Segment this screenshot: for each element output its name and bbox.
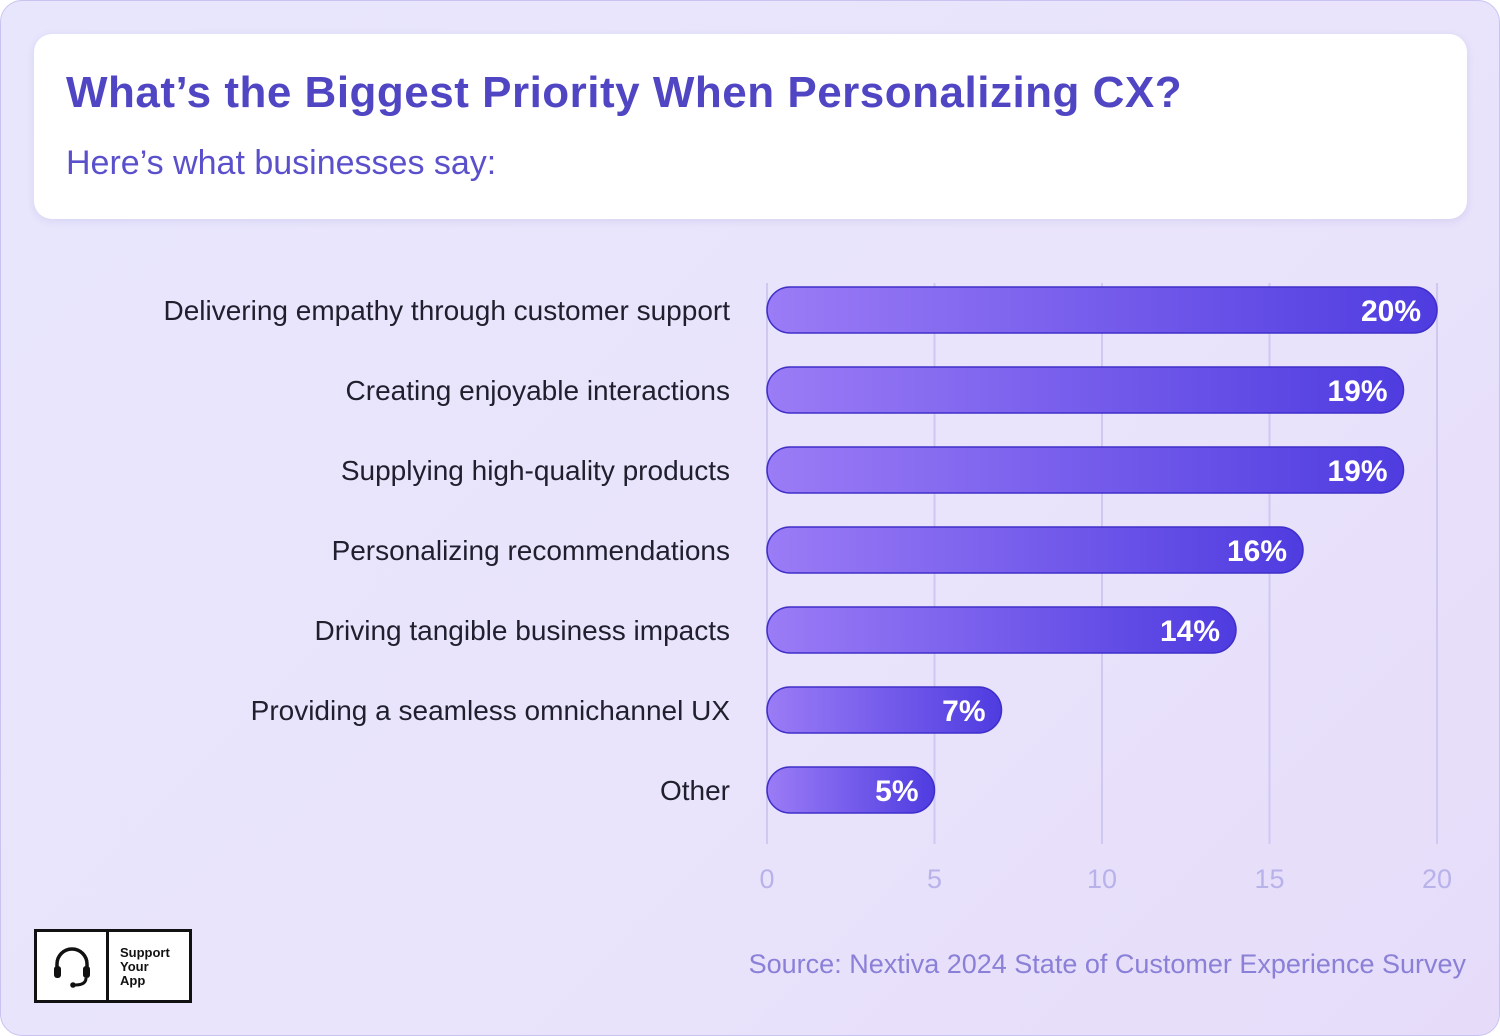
bar	[766, 526, 1304, 574]
logo-line-2: Your	[120, 959, 149, 974]
x-tick-label: 15	[1254, 864, 1284, 894]
bar-value-label: 5%	[875, 775, 918, 808]
logo-text: Support Your App	[109, 932, 170, 1000]
x-tick-label: 10	[1087, 864, 1117, 894]
bar	[766, 686, 1003, 734]
category-label: Other	[660, 775, 730, 806]
category-label: Supplying high-quality products	[341, 455, 730, 486]
bar-value-label: 14%	[1160, 615, 1220, 648]
bar	[766, 366, 1405, 414]
support-your-app-logo: Support Your App	[34, 929, 192, 1003]
headset-icon	[37, 932, 109, 1000]
x-tick-label: 5	[927, 864, 942, 894]
bars: 20% Delivering empathy through customer s…	[163, 286, 1438, 814]
bar	[766, 286, 1438, 334]
category-label: Creating enjoyable interactions	[346, 375, 730, 406]
source-note: Source: Nextiva 2024 State of Customer E…	[748, 949, 1466, 979]
logo-line-3: App	[120, 973, 146, 988]
bar	[766, 446, 1405, 494]
category-label: Providing a seamless omnichannel UX	[251, 695, 731, 726]
category-label: Personalizing recommendations	[332, 535, 730, 566]
bar-value-label: 16%	[1227, 535, 1287, 568]
bar-value-label: 19%	[1327, 455, 1387, 488]
category-label: Driving tangible business impacts	[314, 615, 730, 646]
chart-title: What’s the Biggest Priority When Persona…	[66, 68, 1183, 117]
chart-subtitle: Here’s what businesses say:	[66, 144, 497, 182]
bar-value-label: 20%	[1361, 295, 1421, 328]
bar-value-label: 19%	[1327, 375, 1387, 408]
header-card: What’s the Biggest Priority When Persona…	[34, 34, 1467, 219]
x-tick-label: 20	[1422, 864, 1452, 894]
bar	[766, 606, 1237, 654]
x-tick-label: 0	[759, 864, 774, 894]
category-label: Delivering empathy through customer supp…	[163, 295, 730, 326]
bar	[766, 766, 936, 814]
bar-value-label: 7%	[942, 695, 985, 728]
logo-line-1: Support	[120, 945, 170, 960]
x-axis-ticks: 0 5 10 15 20	[759, 864, 1452, 894]
